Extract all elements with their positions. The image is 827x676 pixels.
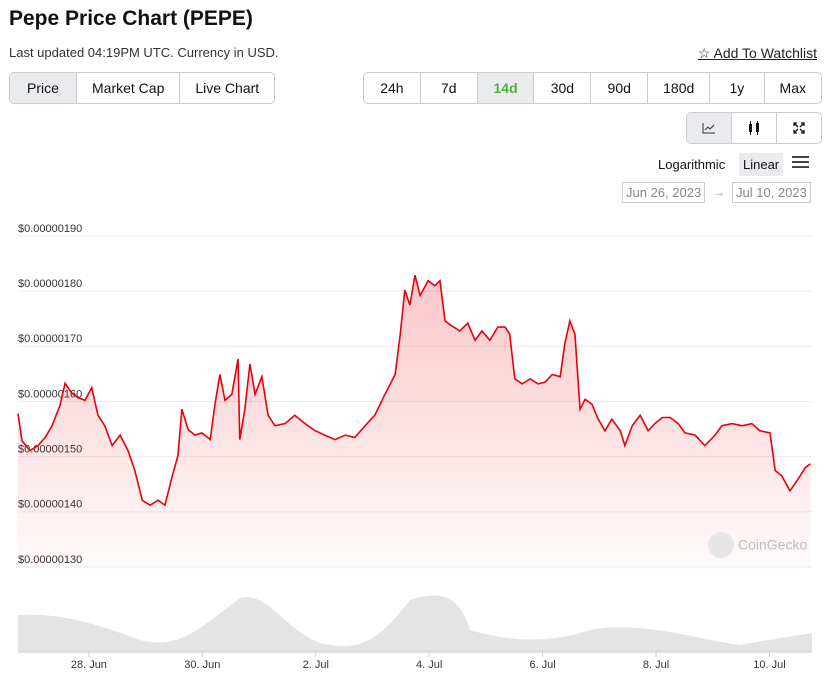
y-tick-label: $0.00000170 <box>18 333 82 345</box>
date-arrow: → <box>713 185 725 199</box>
range-button[interactable]: 24h <box>364 73 421 103</box>
range-button[interactable]: 90d <box>591 73 649 103</box>
date-from[interactable]: Jun 26, 2023 <box>622 182 706 203</box>
y-tick-label: $0.00000180 <box>18 278 82 290</box>
x-tick-label: 8. Jul <box>643 659 669 671</box>
title: Pepe Price Chart (PEPE) <box>9 7 253 30</box>
date-to[interactable]: Jul 10, 2023 <box>732 182 811 203</box>
expand-icon <box>793 122 805 134</box>
range-button[interactable]: Max <box>779 80 806 96</box>
tab[interactable]: Price <box>10 73 77 103</box>
range-button[interactable]: 14d <box>477 73 535 103</box>
chart-type-group <box>686 112 822 144</box>
watermark: CoinGecko <box>738 537 807 553</box>
x-tick-label: 4. Jul <box>416 659 442 671</box>
line-icon <box>702 123 715 134</box>
star-icon: ☆ <box>697 45 714 61</box>
tab[interactable]: Market Cap <box>77 73 181 103</box>
menu-icon[interactable] <box>792 156 809 168</box>
log-option[interactable]: Logarithmic <box>658 157 726 172</box>
line-chart-button[interactable] <box>687 113 732 143</box>
range-button[interactable]: 1y <box>710 73 765 103</box>
watchlist-link[interactable]: ☆ Add To Watchlist <box>698 45 817 62</box>
area <box>18 275 811 567</box>
x-tick-label: 6. Jul <box>529 659 555 671</box>
fullscreen-button[interactable] <box>777 113 821 143</box>
x-tick-label: 28. Jun <box>71 659 107 671</box>
y-tick-label: $0.00000190 <box>18 223 82 235</box>
tab[interactable]: Live Chart <box>195 80 260 96</box>
watchlist-text: Add To Watchlist <box>713 45 818 61</box>
candle-icon <box>749 121 759 135</box>
tab-group: Price Market Cap Live Chart <box>9 72 276 104</box>
x-tick-label: 2. Jul <box>303 659 329 671</box>
volume-bars <box>18 595 812 652</box>
range-button[interactable]: 7d <box>421 73 478 103</box>
linear-option[interactable]: Linear <box>739 153 784 176</box>
price-line <box>17 274 811 507</box>
x-tick-label: 10. Jul <box>753 659 785 671</box>
candle-chart-button[interactable] <box>732 113 777 143</box>
x-tick-label: 30. Jun <box>184 659 220 671</box>
range-button[interactable]: 180d <box>648 73 711 103</box>
range-group: 24h 7d 14d 30d 90d 180d 1y Max <box>363 72 822 104</box>
subtitle: Last updated 04:19PM UTC. Currency in US… <box>9 45 279 60</box>
range-button[interactable]: 30d <box>534 73 592 103</box>
watermark-logo <box>708 532 734 558</box>
